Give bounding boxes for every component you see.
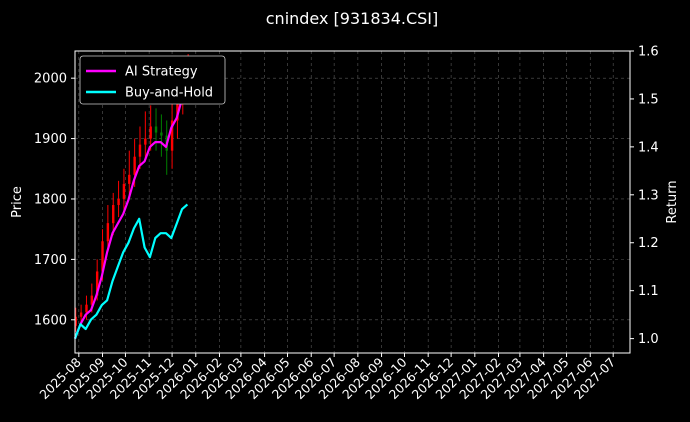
legend: AI Strategy Buy-and-Hold <box>79 55 226 105</box>
left-tick-label: 2000 <box>34 72 67 87</box>
legend-box <box>79 55 226 105</box>
series-line-0 <box>73 79 189 339</box>
candle-body <box>79 312 83 317</box>
right-tick-label: 1.3 <box>638 188 659 203</box>
left-tick-label: 1600 <box>34 313 67 328</box>
ylabel-right: Return <box>665 180 680 223</box>
candle-body <box>128 174 131 184</box>
candle-body <box>154 126 158 133</box>
legend-label: AI Strategy <box>125 65 198 80</box>
right-tick-label: 1.2 <box>638 236 659 251</box>
candle-body <box>138 144 142 157</box>
left-tick-label: 1800 <box>34 192 67 207</box>
candle-body <box>106 223 110 242</box>
return-lines <box>73 79 189 339</box>
right-tick-label: 1.5 <box>638 92 659 107</box>
left-tick-label: 1700 <box>34 253 67 268</box>
candle-body <box>101 241 104 272</box>
candle-body <box>117 198 120 206</box>
candle-body <box>160 132 163 136</box>
candle-body <box>74 316 77 326</box>
ylabel-left: Price <box>10 186 25 218</box>
series-line-1 <box>73 203 189 339</box>
left-tick-label: 1900 <box>34 132 67 147</box>
candle-body <box>85 304 88 313</box>
candle-body <box>149 126 152 139</box>
candle-body <box>95 271 99 296</box>
right-tick-label: 1.1 <box>638 284 659 299</box>
candle-body <box>122 183 126 199</box>
right-tick-label: 1.6 <box>638 45 659 60</box>
left-axis: 1600 1700 1800 1900 2000 <box>34 72 75 328</box>
candle-body <box>170 120 174 151</box>
candle-body <box>90 295 94 305</box>
candle-body <box>144 138 147 145</box>
chart-title: cnindex [931834.CSI] <box>266 9 439 28</box>
candle-body <box>133 156 136 175</box>
right-axis: 1.0 1.1 1.2 1.3 1.4 1.5 1.6 <box>630 45 659 347</box>
right-tick-label: 1.4 <box>638 140 659 155</box>
candle-body <box>112 205 115 224</box>
right-tick-label: 1.0 <box>638 332 659 347</box>
plot-frame <box>74 50 631 354</box>
legend-label: Buy-and-Hold <box>125 86 213 101</box>
